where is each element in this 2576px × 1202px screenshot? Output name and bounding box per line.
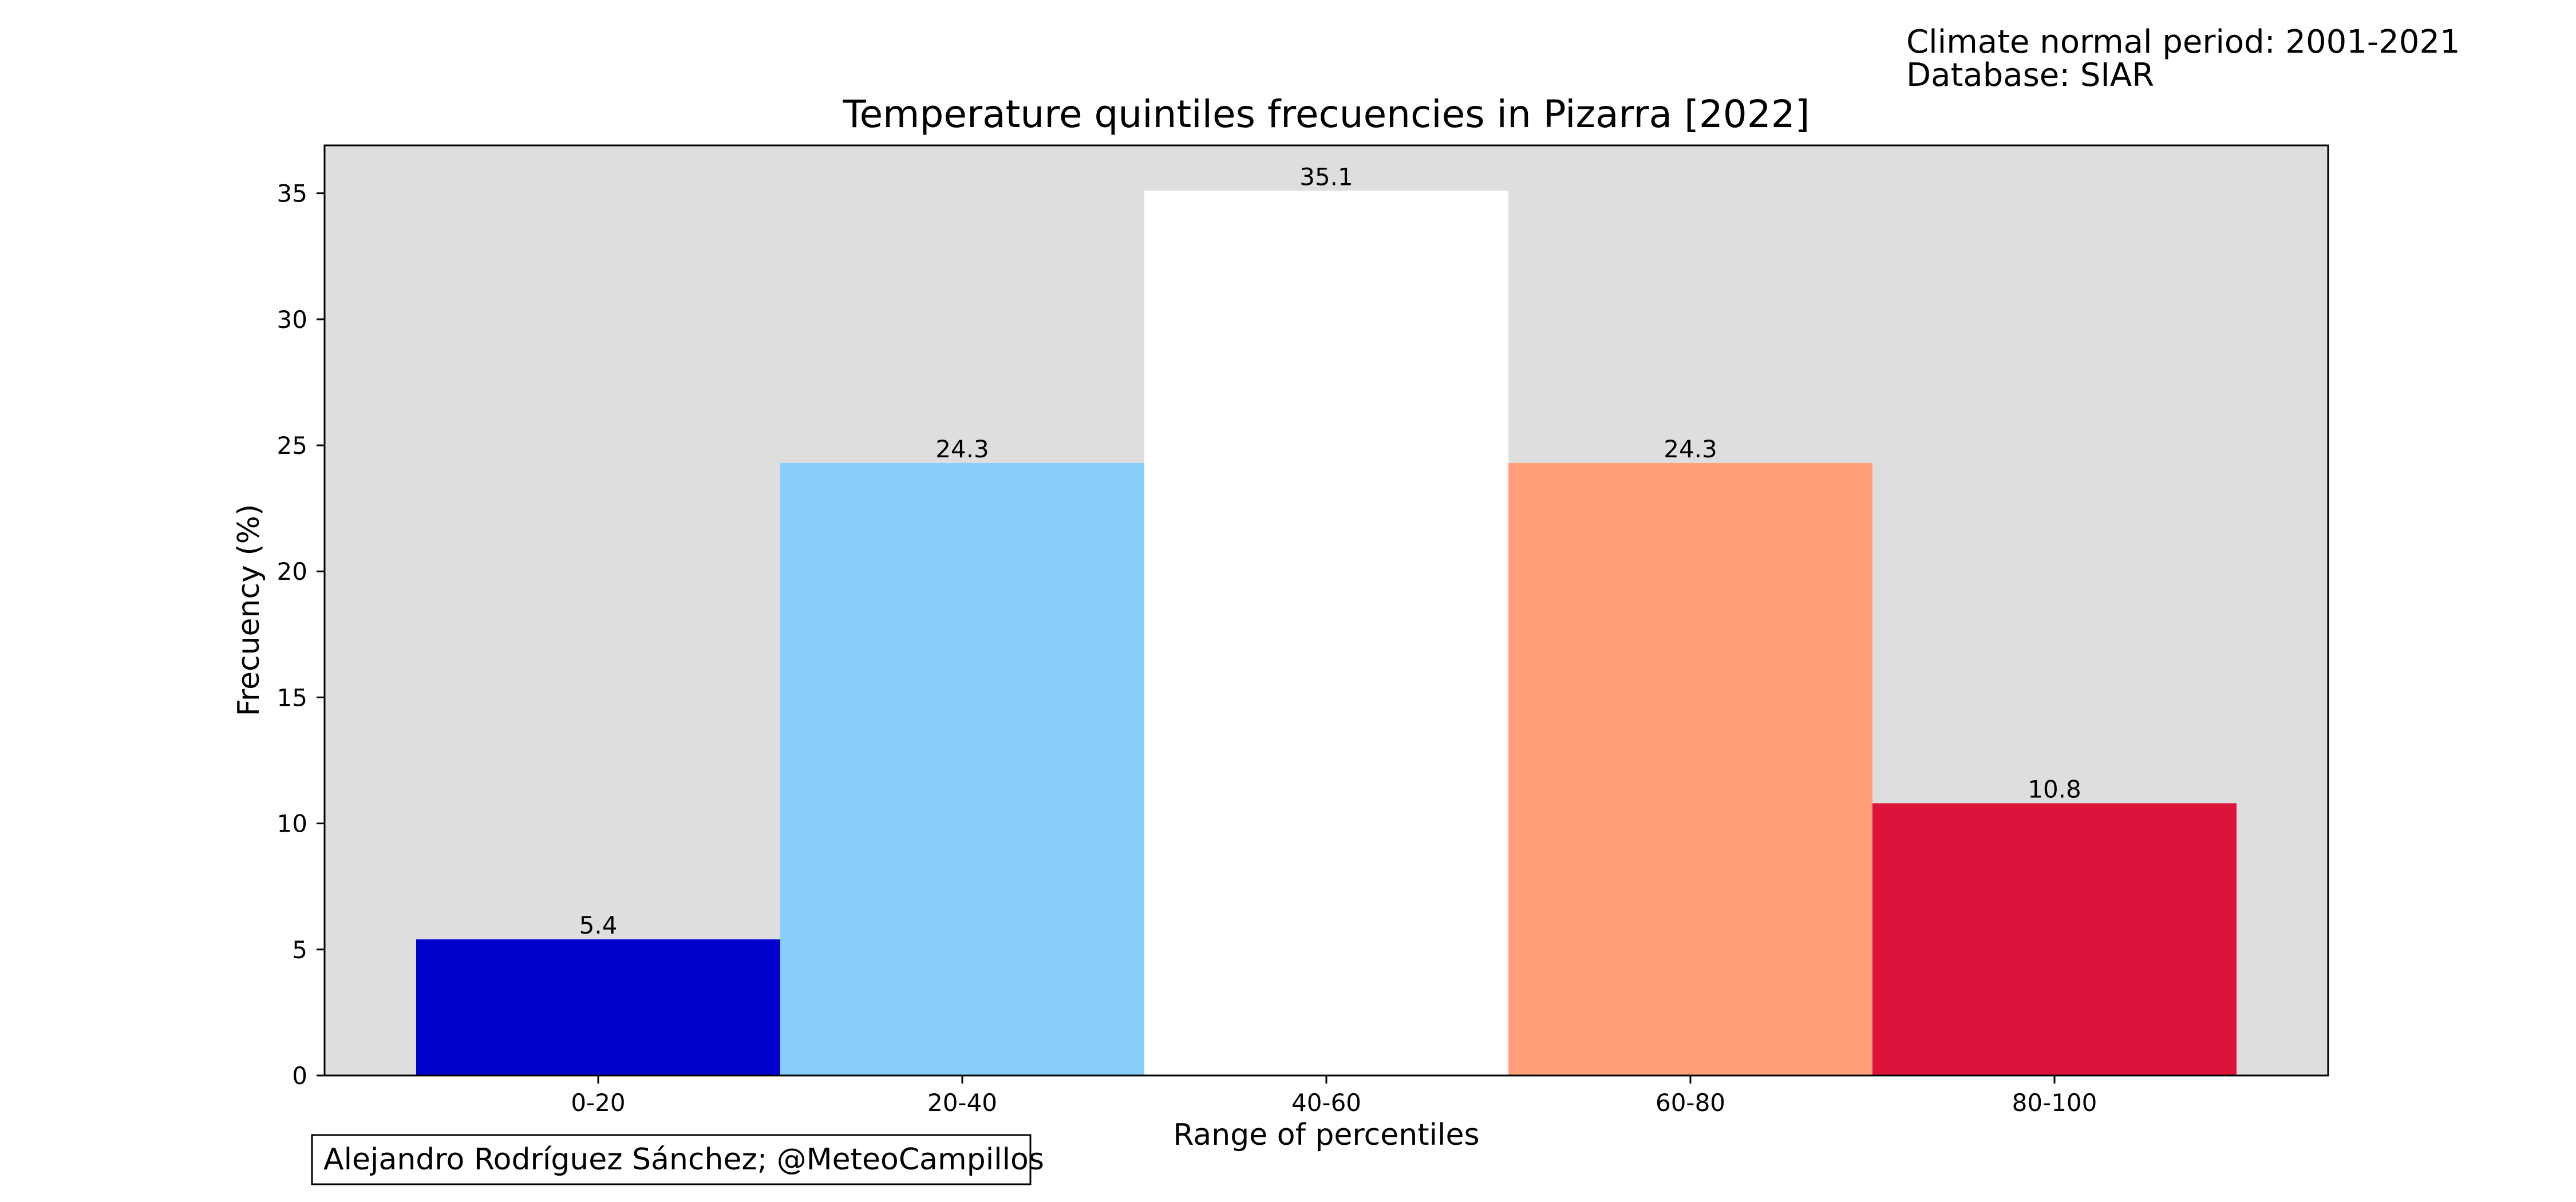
y-tick-label-35: 35 xyxy=(277,180,307,208)
y-tick-label-0: 0 xyxy=(292,1062,307,1090)
data-label-0-20: 5.4 xyxy=(579,911,618,939)
y-tick-label-10: 10 xyxy=(277,810,307,838)
y-tick-label-25: 25 xyxy=(277,432,307,460)
data-label-20-40: 24.3 xyxy=(935,435,989,463)
x-tick-label-20-40: 20-40 xyxy=(927,1089,997,1117)
chart-title: Temperature quintiles frecuencies in Piz… xyxy=(842,92,1809,136)
y-axis: 0 5 10 15 20 25 30 35 xyxy=(277,180,325,1090)
x-axis: 0-20 20-40 40-60 60-80 80-100 xyxy=(571,1076,2097,1117)
data-label-80-100: 10.8 xyxy=(2028,775,2081,803)
y-tick-label-20: 20 xyxy=(277,557,307,586)
bars-group: 5.4 24.3 35.1 24.3 10.8 xyxy=(416,163,2237,1076)
database-label: Database: SIAR xyxy=(1906,57,2154,94)
x-tick-label-0-20: 0-20 xyxy=(571,1089,625,1117)
x-tick-label-40-60: 40-60 xyxy=(1291,1089,1361,1117)
plot-frame xyxy=(323,144,2329,1077)
bar-20-40 xyxy=(780,462,1144,1076)
y-axis-label: Frecuency (%) xyxy=(232,504,266,717)
credit-text: Alejandro Rodríguez Sánchez; @MeteoCampi… xyxy=(323,1142,1044,1177)
bar-40-60 xyxy=(1144,191,1508,1076)
bar-80-100 xyxy=(1872,803,2237,1076)
bar-60-80 xyxy=(1508,462,1872,1076)
data-label-40-60: 35.1 xyxy=(1299,163,1353,191)
normal-period-label: Climate normal period: 2001-2021 xyxy=(1906,23,2460,61)
x-axis-label: Range of percentiles xyxy=(1173,1118,1479,1152)
bar-0-20 xyxy=(416,939,780,1076)
x-tick-label-80-100: 80-100 xyxy=(2012,1089,2097,1117)
x-tick-label-60-80: 60-80 xyxy=(1656,1089,1725,1117)
credit-box xyxy=(311,1134,1032,1185)
y-tick-label-30: 30 xyxy=(277,306,307,334)
y-tick-label-5: 5 xyxy=(292,936,307,964)
data-label-60-80: 24.3 xyxy=(1664,435,1717,463)
y-tick-label-15: 15 xyxy=(277,683,307,711)
